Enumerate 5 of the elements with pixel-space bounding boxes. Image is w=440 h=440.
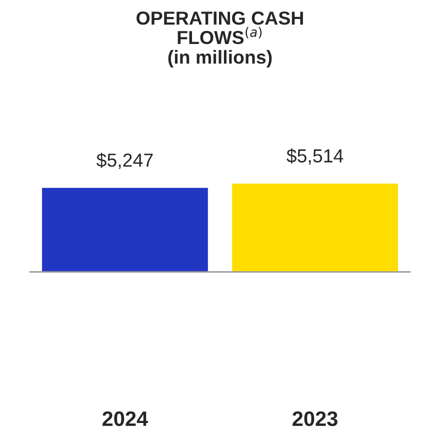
data-label: $5,247 (96, 152, 153, 170)
x-tick-label: 2023 (292, 411, 338, 426)
x-tick-label: 2024 (102, 411, 148, 426)
data-label: $5,514 (286, 148, 344, 165)
chart-title: OPERATING CASH FLOWS$^{(a)}$ (in millions) (136, 11, 303, 68)
